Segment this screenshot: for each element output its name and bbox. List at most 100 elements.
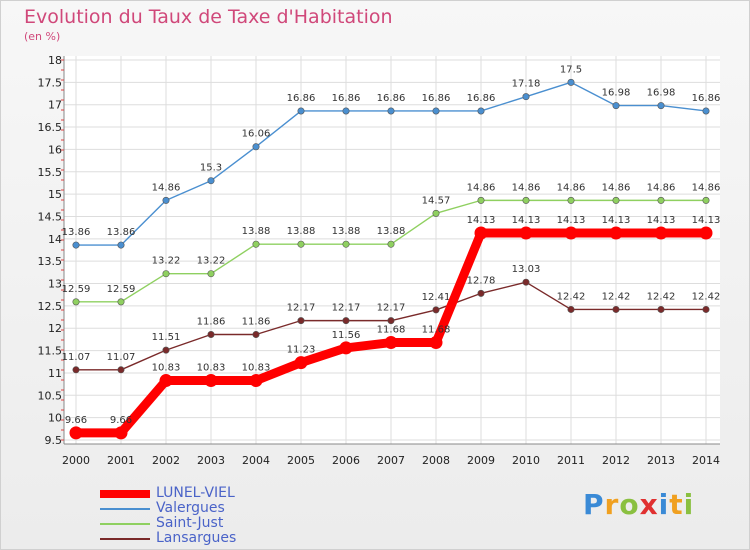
data-point	[702, 107, 710, 115]
data-label: 12.17	[377, 303, 406, 314]
data-point	[612, 305, 620, 313]
data-label: 12.42	[557, 291, 586, 302]
data-point	[159, 374, 173, 388]
data-point	[657, 102, 665, 110]
data-point	[477, 289, 485, 297]
data-label: 16.86	[467, 93, 496, 104]
y-tick-label: 9.5	[45, 434, 63, 447]
x-tick-label: 2013	[647, 454, 675, 467]
y-tick-label: 13	[48, 278, 62, 291]
y-tick-label: 13.5	[38, 255, 63, 268]
data-label: 12.42	[647, 291, 676, 302]
data-point	[297, 107, 305, 115]
data-point	[567, 78, 575, 86]
data-label: 16.86	[377, 93, 406, 104]
y-tick-label: 16	[48, 143, 62, 156]
data-label: 12.59	[107, 284, 136, 295]
logo-letter: i	[683, 488, 695, 521]
legend-item-lansargues[interactable]: Lansargues	[100, 531, 236, 546]
y-tick-label: 10	[48, 412, 62, 425]
data-label: 12.17	[287, 303, 316, 314]
data-label: 14.57	[422, 195, 451, 206]
logo-letter: x	[639, 488, 659, 521]
data-point	[387, 107, 395, 115]
x-tick-label: 2004	[242, 454, 270, 467]
legend-item-valergues[interactable]: Valergues	[100, 501, 236, 516]
legend-item-lunel-viel[interactable]: LUNEL-VIEL	[100, 486, 236, 501]
data-point	[567, 305, 575, 313]
data-label: 13.86	[62, 227, 91, 238]
data-point	[339, 341, 353, 355]
data-label: 9.66	[110, 415, 132, 426]
data-label: 16.86	[287, 93, 316, 104]
data-point	[384, 336, 398, 350]
legend-label: Valergues	[156, 500, 225, 516]
chart-title: Evolution du Taux de Taxe d'Habitation	[24, 6, 393, 28]
legend-item-saint-just[interactable]: Saint-Just	[100, 516, 236, 531]
legend-label: Saint-Just	[156, 515, 224, 531]
x-tick-label: 2008	[422, 454, 450, 467]
data-label: 14.13	[557, 215, 586, 226]
data-label: 11.68	[422, 325, 451, 336]
data-point	[567, 196, 575, 204]
data-point	[207, 270, 215, 278]
data-point	[297, 240, 305, 248]
data-label: 10.83	[152, 363, 181, 374]
y-tick-label: 10.5	[38, 389, 63, 402]
logo-letter: o	[619, 488, 640, 521]
data-label: 11.23	[287, 345, 316, 356]
data-point	[612, 102, 620, 110]
data-label: 16.98	[602, 88, 631, 99]
data-label: 16.98	[647, 88, 676, 99]
legend-swatch-lansargues	[100, 537, 150, 540]
data-point	[522, 93, 530, 101]
data-label: 16.86	[692, 93, 721, 104]
y-tick-label: 15.5	[38, 166, 63, 179]
data-label: 16.06	[242, 129, 271, 140]
data-label: 13.88	[377, 226, 406, 237]
data-label: 13.88	[332, 226, 361, 237]
data-point	[432, 306, 440, 314]
y-tick-label: 11.5	[38, 345, 63, 358]
data-point	[252, 240, 260, 248]
data-point	[387, 240, 395, 248]
data-point	[252, 143, 260, 151]
data-point	[564, 226, 578, 240]
y-tick-label: 11	[48, 367, 62, 380]
data-label: 14.86	[692, 182, 721, 193]
data-point	[699, 226, 713, 240]
data-label: 14.86	[602, 182, 631, 193]
data-label: 12.59	[62, 284, 91, 295]
data-label: 13.88	[287, 226, 316, 237]
data-label: 11.86	[197, 316, 226, 327]
data-label: 14.13	[647, 215, 676, 226]
data-label: 12.78	[467, 275, 496, 286]
data-point	[297, 317, 305, 325]
data-label: 13.03	[512, 264, 541, 275]
y-tick-label: 16.5	[38, 121, 63, 134]
data-label: 12.42	[692, 291, 721, 302]
data-point	[162, 270, 170, 278]
data-point	[72, 298, 80, 306]
data-point	[522, 278, 530, 286]
x-tick-label: 2011	[557, 454, 585, 467]
data-label: 14.86	[467, 182, 496, 193]
proxiti-logo: Proxiti	[583, 488, 694, 521]
data-label: 11.51	[152, 332, 181, 343]
data-label: 11.86	[242, 316, 271, 327]
x-tick-label: 2007	[377, 454, 405, 467]
data-label: 11.56	[332, 330, 361, 341]
data-label: 14.86	[512, 182, 541, 193]
logo-letter: r	[604, 488, 620, 521]
y-tick-label: 17.5	[38, 76, 63, 89]
data-point	[657, 305, 665, 313]
data-label: 12.17	[332, 303, 361, 314]
data-label: 16.86	[332, 93, 361, 104]
x-tick-label: 2006	[332, 454, 360, 467]
data-label: 14.13	[512, 215, 541, 226]
legend-swatch-valergues	[100, 507, 150, 510]
data-point	[519, 226, 533, 240]
data-label: 16.86	[422, 93, 451, 104]
x-tick-label: 2009	[467, 454, 495, 467]
